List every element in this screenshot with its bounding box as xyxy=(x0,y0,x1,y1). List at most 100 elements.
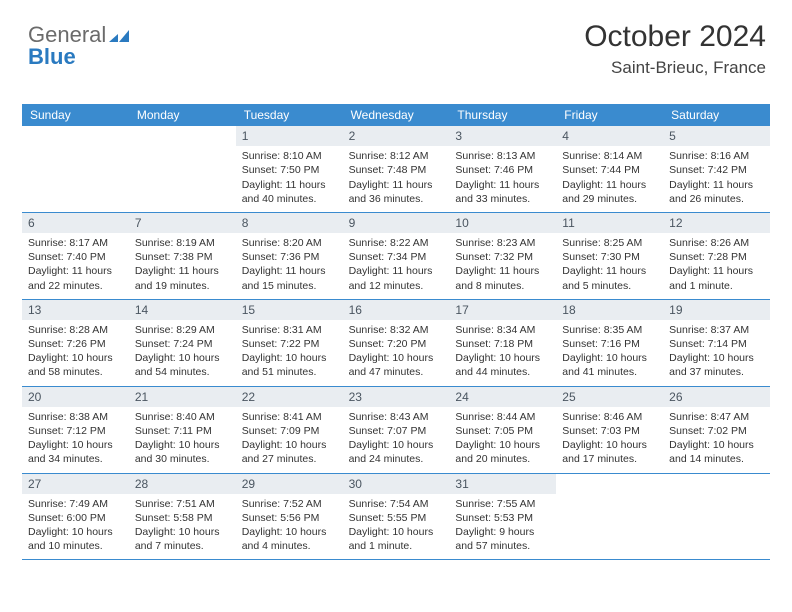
day-number: 9 xyxy=(343,213,450,233)
dow-cell: Thursday xyxy=(449,104,556,126)
empty-day xyxy=(663,474,770,492)
day-number: 16 xyxy=(343,300,450,320)
logo-mark-icon xyxy=(109,22,129,48)
empty-day xyxy=(22,126,129,144)
day-cell xyxy=(22,126,129,212)
day-number: 21 xyxy=(129,387,236,407)
day-body: Sunrise: 8:28 AMSunset: 7:26 PMDaylight:… xyxy=(28,323,123,380)
title-block: October 2024 Saint-Brieuc, France xyxy=(584,20,766,78)
day-number: 1 xyxy=(236,126,343,146)
day-body: Sunrise: 8:43 AMSunset: 7:07 PMDaylight:… xyxy=(349,410,444,467)
day-cell xyxy=(556,474,663,560)
day-body: Sunrise: 8:25 AMSunset: 7:30 PMDaylight:… xyxy=(562,236,657,293)
day-body: Sunrise: 8:46 AMSunset: 7:03 PMDaylight:… xyxy=(562,410,657,467)
day-number: 15 xyxy=(236,300,343,320)
day-cell: 16Sunrise: 8:32 AMSunset: 7:20 PMDayligh… xyxy=(343,300,450,386)
day-cell: 5 Sunrise: 8:16 AMSunset: 7:42 PMDaylight… xyxy=(663,126,770,212)
calendar: SundayMondayTuesdayWednesdayThursdayFrid… xyxy=(22,104,770,560)
day-number: 23 xyxy=(343,387,450,407)
day-body: Sunrise: 7:51 AMSunset: 5:58 PMDaylight:… xyxy=(135,497,230,554)
day-number: 2 xyxy=(343,126,450,146)
day-cell: 15 Sunrise: 8:31 AMSunset: 7:22 PMDayligh… xyxy=(236,300,343,386)
day-cell: 13 Sunrise: 8:28 AMSunset: 7:26 PMDayligh… xyxy=(22,300,129,386)
day-of-week-header: SundayMondayTuesdayWednesdayThursdayFrid… xyxy=(22,104,770,126)
day-number: 29 xyxy=(236,474,343,494)
day-number: 24 xyxy=(449,387,556,407)
dow-cell: Wednesday xyxy=(343,104,450,126)
day-body: Sunrise: 7:52 AMSunset: 5:56 PMDaylight:… xyxy=(242,497,337,554)
day-cell: 25 Sunrise: 8:46 AMSunset: 7:03 PMDayligh… xyxy=(556,387,663,473)
week-row: 27 Sunrise: 7:49 AMSunset: 6:00 PMDayligh… xyxy=(22,474,770,561)
dow-cell: Sunday xyxy=(22,104,129,126)
day-number: 22 xyxy=(236,387,343,407)
day-cell: 24 Sunrise: 8:44 AMSunset: 7:05 PMDayligh… xyxy=(449,387,556,473)
day-cell: 2 Sunrise: 8:12 AMSunset: 7:48 PMDaylight… xyxy=(343,126,450,212)
day-number: 18 xyxy=(556,300,663,320)
day-number: 20 xyxy=(22,387,129,407)
week-row: 6Sunrise: 8:17 AMSunset: 7:40 PMDaylight… xyxy=(22,213,770,300)
page-title: October 2024 xyxy=(584,20,766,54)
empty-day xyxy=(556,474,663,492)
day-cell: 12 Sunrise: 8:26 AMSunset: 7:28 PMDayligh… xyxy=(663,213,770,299)
day-cell: 8 Sunrise: 8:20 AMSunset: 7:36 PMDaylight… xyxy=(236,213,343,299)
day-cell: 30Sunrise: 7:54 AMSunset: 5:55 PMDayligh… xyxy=(343,474,450,560)
day-body: Sunrise: 7:49 AMSunset: 6:00 PMDaylight:… xyxy=(28,497,123,554)
day-cell: 18Sunrise: 8:35 AMSunset: 7:16 PMDayligh… xyxy=(556,300,663,386)
day-number: 10 xyxy=(449,213,556,233)
dow-cell: Friday xyxy=(556,104,663,126)
week-row: 1 Sunrise: 8:10 AMSunset: 7:50 PMDaylight… xyxy=(22,126,770,213)
day-cell: 10 Sunrise: 8:23 AMSunset: 7:32 PMDayligh… xyxy=(449,213,556,299)
day-cell: 1 Sunrise: 8:10 AMSunset: 7:50 PMDaylight… xyxy=(236,126,343,212)
location: Saint-Brieuc, France xyxy=(584,58,766,78)
day-number: 3 xyxy=(449,126,556,146)
day-cell: 23 Sunrise: 8:43 AMSunset: 7:07 PMDayligh… xyxy=(343,387,450,473)
day-number: 26 xyxy=(663,387,770,407)
day-number: 11 xyxy=(556,213,663,233)
day-cell: 20 Sunrise: 8:38 AMSunset: 7:12 PMDayligh… xyxy=(22,387,129,473)
day-body: Sunrise: 8:26 AMSunset: 7:28 PMDaylight:… xyxy=(669,236,764,293)
day-cell: 17 Sunrise: 8:34 AMSunset: 7:18 PMDayligh… xyxy=(449,300,556,386)
day-cell: 31Sunrise: 7:55 AMSunset: 5:53 PMDayligh… xyxy=(449,474,556,560)
day-cell: 11 Sunrise: 8:25 AMSunset: 7:30 PMDayligh… xyxy=(556,213,663,299)
day-number: 8 xyxy=(236,213,343,233)
day-cell: 27 Sunrise: 7:49 AMSunset: 6:00 PMDayligh… xyxy=(22,474,129,560)
day-body: Sunrise: 8:19 AMSunset: 7:38 PMDaylight:… xyxy=(135,236,230,293)
day-body: Sunrise: 8:10 AMSunset: 7:50 PMDaylight:… xyxy=(242,149,337,206)
day-cell: 19 Sunrise: 8:37 AMSunset: 7:14 PMDayligh… xyxy=(663,300,770,386)
day-number: 4 xyxy=(556,126,663,146)
day-cell: 26 Sunrise: 8:47 AMSunset: 7:02 PMDayligh… xyxy=(663,387,770,473)
dow-cell: Tuesday xyxy=(236,104,343,126)
day-body: Sunrise: 8:23 AMSunset: 7:32 PMDaylight:… xyxy=(455,236,550,293)
logo-text-blue: Blue xyxy=(28,44,76,70)
day-number: 25 xyxy=(556,387,663,407)
day-number: 19 xyxy=(663,300,770,320)
day-body: Sunrise: 8:12 AMSunset: 7:48 PMDaylight:… xyxy=(349,149,444,206)
day-number: 28 xyxy=(129,474,236,494)
day-number: 6 xyxy=(22,213,129,233)
day-cell: 14Sunrise: 8:29 AMSunset: 7:24 PMDayligh… xyxy=(129,300,236,386)
day-number: 17 xyxy=(449,300,556,320)
week-row: 20 Sunrise: 8:38 AMSunset: 7:12 PMDayligh… xyxy=(22,387,770,474)
day-body: Sunrise: 8:40 AMSunset: 7:11 PMDaylight:… xyxy=(135,410,230,467)
day-cell: 6Sunrise: 8:17 AMSunset: 7:40 PMDaylight… xyxy=(22,213,129,299)
day-cell: 22Sunrise: 8:41 AMSunset: 7:09 PMDayligh… xyxy=(236,387,343,473)
day-body: Sunrise: 8:16 AMSunset: 7:42 PMDaylight:… xyxy=(669,149,764,206)
day-body: Sunrise: 8:38 AMSunset: 7:12 PMDaylight:… xyxy=(28,410,123,467)
day-body: Sunrise: 8:20 AMSunset: 7:36 PMDaylight:… xyxy=(242,236,337,293)
day-cell: 3Sunrise: 8:13 AMSunset: 7:46 PMDaylight… xyxy=(449,126,556,212)
day-number: 13 xyxy=(22,300,129,320)
day-body: Sunrise: 8:34 AMSunset: 7:18 PMDaylight:… xyxy=(455,323,550,380)
day-number: 12 xyxy=(663,213,770,233)
day-number: 30 xyxy=(343,474,450,494)
day-number: 27 xyxy=(22,474,129,494)
day-body: Sunrise: 8:37 AMSunset: 7:14 PMDaylight:… xyxy=(669,323,764,380)
day-body: Sunrise: 8:14 AMSunset: 7:44 PMDaylight:… xyxy=(562,149,657,206)
day-body: Sunrise: 8:44 AMSunset: 7:05 PMDaylight:… xyxy=(455,410,550,467)
day-body: Sunrise: 8:31 AMSunset: 7:22 PMDaylight:… xyxy=(242,323,337,380)
day-body: Sunrise: 8:47 AMSunset: 7:02 PMDaylight:… xyxy=(669,410,764,467)
day-cell: 9Sunrise: 8:22 AMSunset: 7:34 PMDaylight… xyxy=(343,213,450,299)
day-cell xyxy=(129,126,236,212)
day-cell: 7Sunrise: 8:19 AMSunset: 7:38 PMDaylight… xyxy=(129,213,236,299)
day-number: 5 xyxy=(663,126,770,146)
day-cell xyxy=(663,474,770,560)
